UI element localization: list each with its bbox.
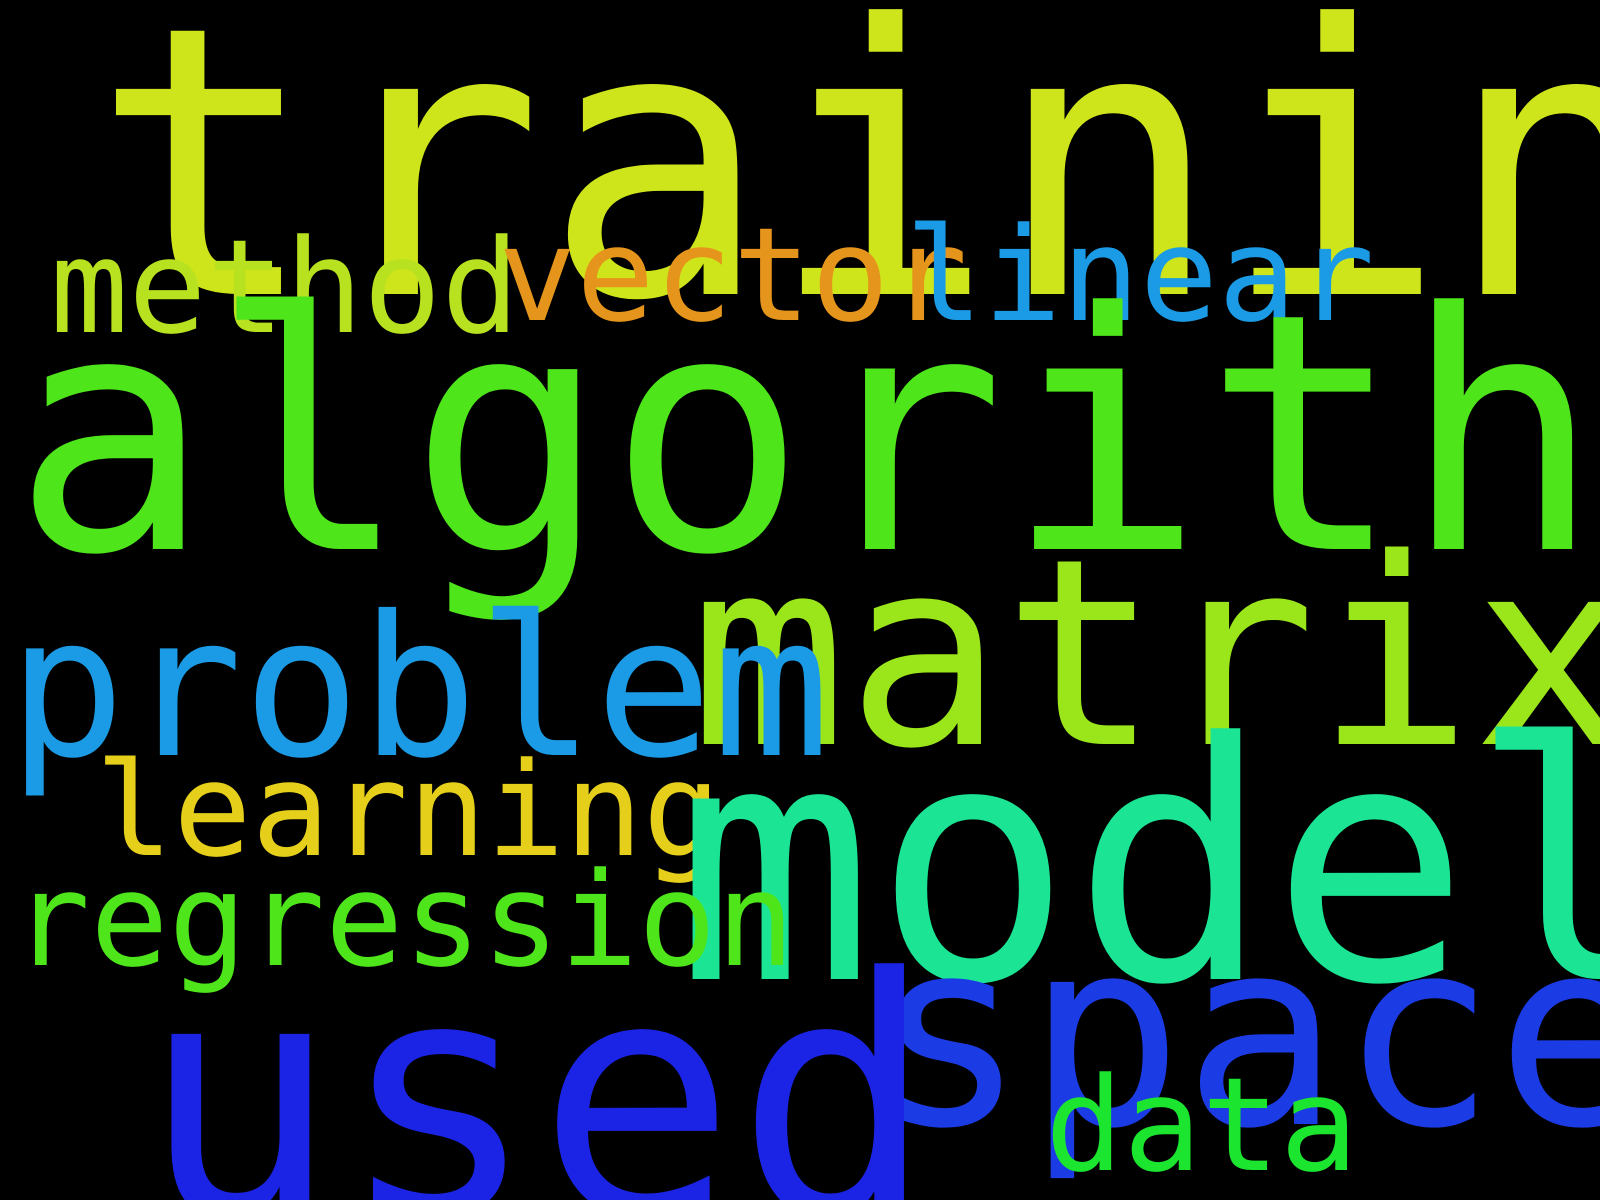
word-learning: learning	[95, 734, 722, 886]
word-data: data	[1045, 1049, 1359, 1200]
word-matrix: matrix	[690, 504, 1600, 806]
word-training: training	[92, 0, 1600, 383]
word-model: model	[675, 673, 1600, 1057]
word-problem: problem	[8, 574, 830, 801]
word-vector: vector	[498, 199, 968, 351]
word-used: used	[140, 908, 935, 1200]
word-space: space	[870, 884, 1600, 1186]
word-linear: linear	[905, 199, 1375, 351]
word-method: method	[50, 211, 520, 363]
word-regression: regression	[12, 844, 795, 996]
